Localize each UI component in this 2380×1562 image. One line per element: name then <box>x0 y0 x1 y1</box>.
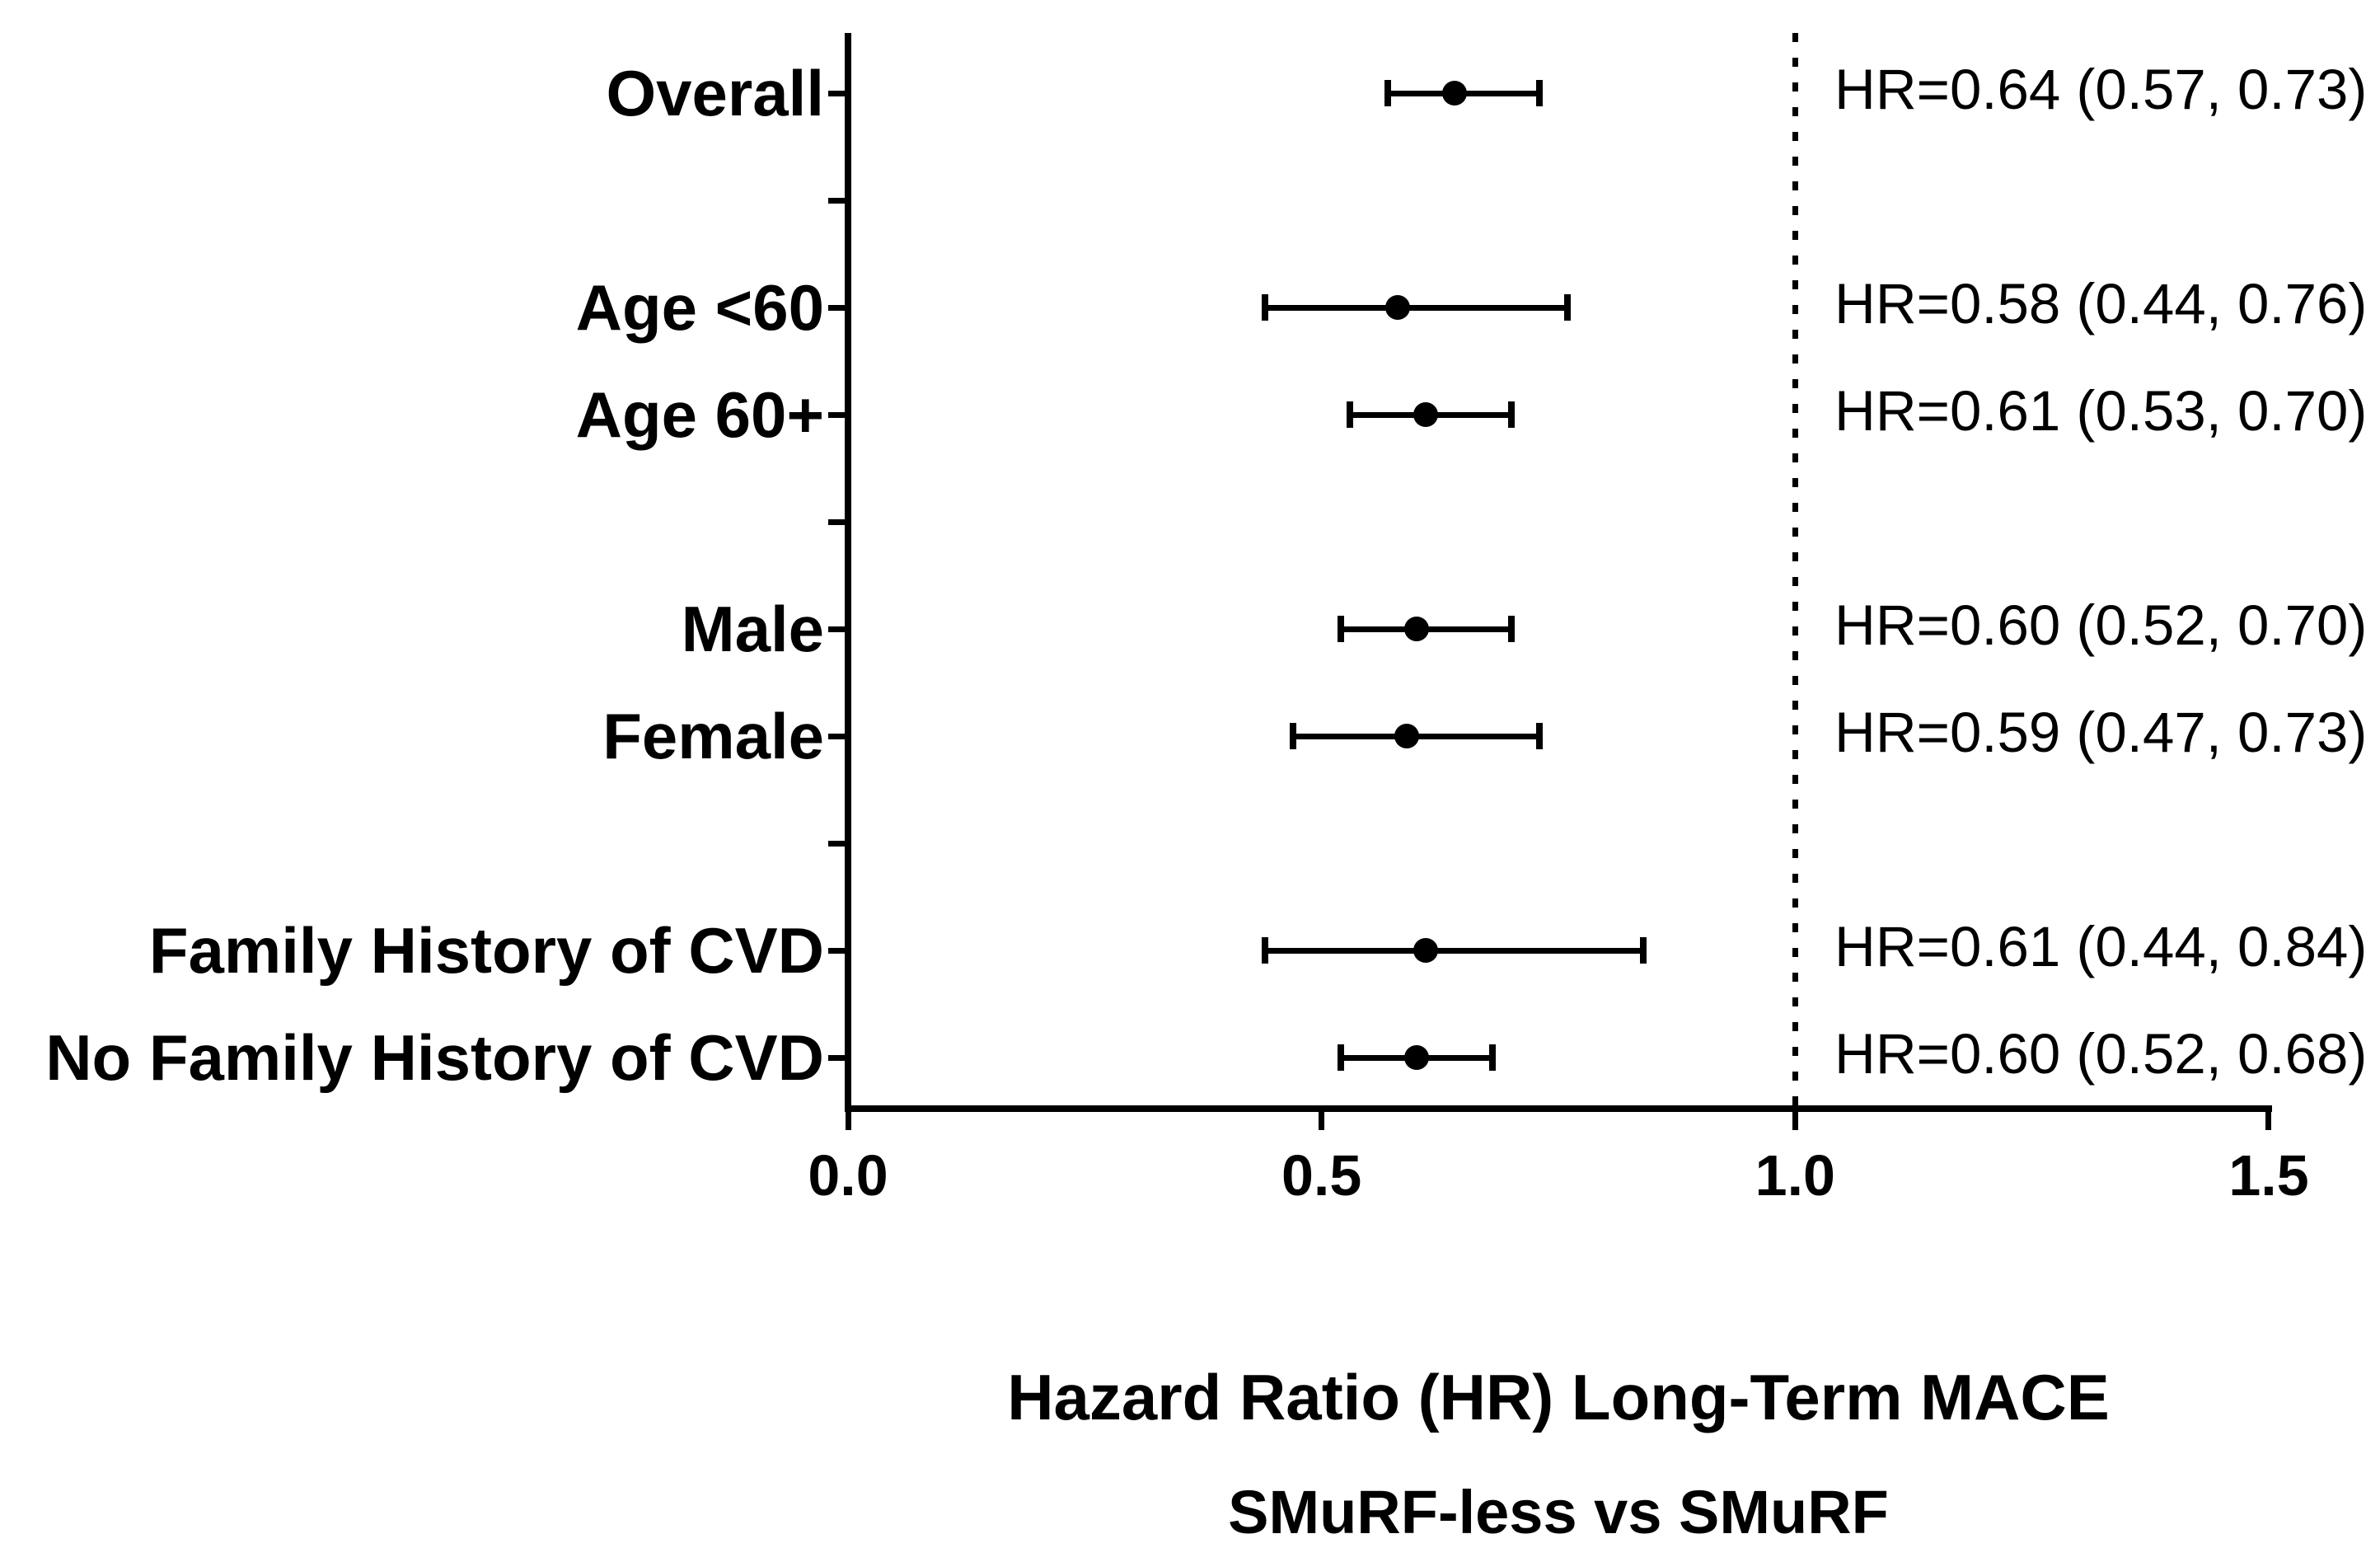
hr-annotation: HR=0.64 (0.57, 0.73) <box>1834 58 2368 121</box>
row-tick <box>828 304 845 311</box>
point-estimate-dot <box>1441 81 1467 106</box>
x-axis-line <box>845 1105 2272 1112</box>
point-estimate-dot <box>1403 617 1429 641</box>
hr-annotation: HR=0.58 (0.44, 0.76) <box>1834 272 2368 335</box>
x-tick <box>1319 1109 1325 1130</box>
error-bar <box>1264 304 1568 311</box>
error-bar-cap-right <box>1536 80 1543 106</box>
row-tick <box>828 947 845 954</box>
error-bar-cap-right <box>1640 937 1647 964</box>
chart-subtitle: SMuRF-less vs SMuRF <box>1228 1478 1889 1546</box>
x-axis-title: Hazard Ratio (HR) Long-Term MACE <box>1007 1361 2110 1433</box>
error-bar-cap-right <box>1564 294 1572 321</box>
error-bar-cap-left <box>1290 723 1297 749</box>
error-bar <box>1264 947 1644 954</box>
error-bar-cap-left <box>1384 80 1392 106</box>
point-estimate-dot <box>1413 402 1439 427</box>
x-tick <box>2265 1109 2272 1130</box>
error-bar-cap-left <box>1347 401 1354 428</box>
point-estimate-dot <box>1413 938 1439 963</box>
error-bar-cap-right <box>1507 616 1515 642</box>
error-bar-cap-left <box>1337 1044 1344 1071</box>
row-tick <box>828 733 845 739</box>
row-tick <box>828 518 845 525</box>
hr-annotation: HR=0.61 (0.53, 0.70) <box>1834 379 2368 443</box>
x-tick <box>845 1109 851 1130</box>
x-tick-label: 0.5 <box>1281 1143 1362 1208</box>
row-label: No Family History of CVD <box>45 1021 824 1094</box>
row-tick <box>828 626 845 632</box>
row-tick <box>828 840 845 847</box>
hr-annotation: HR=0.59 (0.47, 0.73) <box>1834 701 2368 764</box>
error-bar-cap-left <box>1261 294 1268 321</box>
hr-annotation: HR=0.60 (0.52, 0.70) <box>1834 593 2368 657</box>
point-estimate-dot <box>1394 724 1420 748</box>
error-bar-cap-left <box>1337 616 1344 642</box>
row-label: Male <box>681 593 824 665</box>
error-bar-cap-left <box>1261 937 1268 964</box>
point-estimate-dot <box>1384 295 1410 320</box>
reference-line <box>1792 33 1798 1105</box>
hr-annotation: HR=0.61 (0.44, 0.84) <box>1834 915 2368 978</box>
row-tick <box>828 90 845 96</box>
error-bar-cap-right <box>1536 723 1543 749</box>
row-label: Age <60 <box>575 271 824 344</box>
row-label: Age 60+ <box>575 378 824 451</box>
row-tick <box>828 197 845 204</box>
point-estimate-dot <box>1403 1045 1429 1070</box>
error-bar-cap-right <box>1488 1044 1496 1071</box>
row-label: Family History of CVD <box>148 914 824 987</box>
hr-annotation: HR=0.60 (0.52, 0.68) <box>1834 1022 2368 1086</box>
x-tick-label: 0.0 <box>808 1143 888 1208</box>
y-axis-line <box>845 33 851 1112</box>
row-label: Female <box>602 700 824 772</box>
row-tick <box>828 411 845 418</box>
x-tick-label: 1.0 <box>1755 1143 1835 1208</box>
row-label: Overall <box>606 57 824 129</box>
row-tick <box>828 1054 845 1061</box>
x-tick-label: 1.5 <box>2228 1143 2309 1208</box>
error-bar-cap-right <box>1507 401 1515 428</box>
x-tick <box>1792 1109 1798 1130</box>
